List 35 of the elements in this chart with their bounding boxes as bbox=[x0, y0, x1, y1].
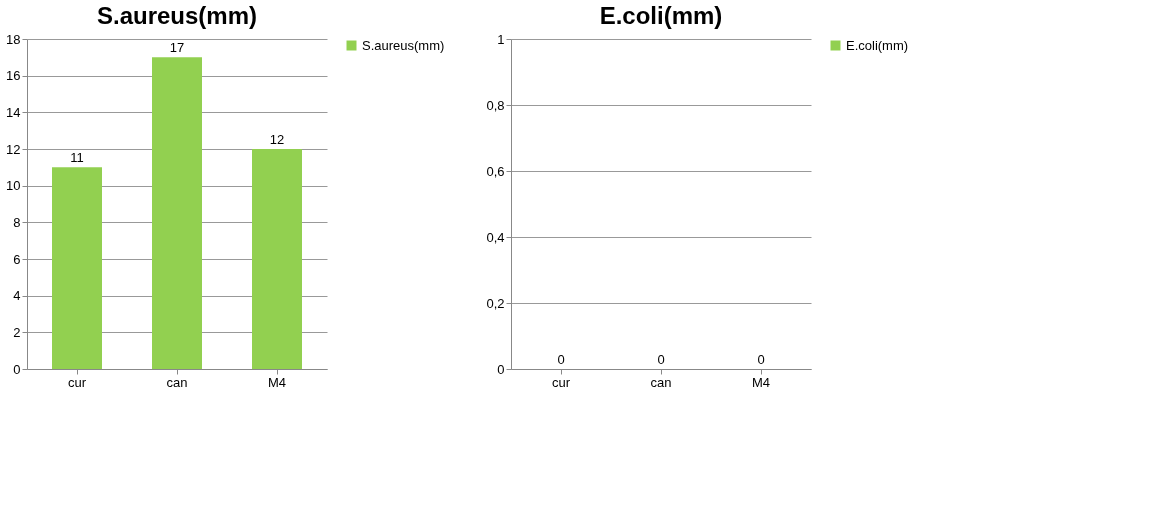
y-tick-label: 8 bbox=[13, 214, 21, 230]
bar bbox=[52, 167, 102, 369]
y-tick-label: 0 bbox=[497, 361, 505, 377]
y-tick-label: 6 bbox=[13, 251, 21, 267]
y-tick-label: 12 bbox=[6, 141, 21, 157]
data-label: 0 bbox=[657, 352, 665, 367]
y-tick-label: 0,6 bbox=[486, 163, 505, 179]
data-label: 11 bbox=[70, 150, 84, 166]
x-tick-label: M4 bbox=[267, 374, 287, 390]
y-tick-label: 0,4 bbox=[486, 229, 505, 245]
y-tick-label: 18 bbox=[6, 31, 21, 47]
x-tick-label: can bbox=[166, 374, 188, 390]
y-tick-label: 16 bbox=[6, 68, 21, 84]
y-tick-label: 0,2 bbox=[486, 295, 505, 311]
x-tick-label: can bbox=[650, 374, 672, 390]
y-tick-label: 10 bbox=[6, 178, 21, 194]
x-tick-label: cur bbox=[551, 374, 571, 390]
x-tick-label: cur bbox=[67, 374, 87, 390]
data-label: 12 bbox=[269, 132, 285, 147]
y-tick-label: 2 bbox=[13, 324, 21, 340]
y-tick-label: 0,8 bbox=[486, 97, 505, 113]
bar bbox=[252, 149, 302, 369]
y-tick-label: 1 bbox=[497, 31, 505, 47]
legend-label: S.aureus(mm) bbox=[362, 37, 445, 53]
data-label: 0 bbox=[557, 352, 565, 367]
data-label: 17 bbox=[169, 40, 185, 56]
data-label: 0 bbox=[757, 352, 765, 367]
y-tick-label: 0 bbox=[13, 361, 21, 377]
chart-title: S.aureus(mm) bbox=[96, 2, 258, 29]
legend-label: E.coli(mm) bbox=[846, 37, 909, 53]
y-tick-label: 4 bbox=[13, 288, 21, 304]
x-tick-label: M4 bbox=[751, 374, 771, 390]
bar bbox=[152, 57, 202, 369]
chart-title: E.coli(mm) bbox=[599, 2, 723, 29]
y-tick-label: 14 bbox=[6, 104, 21, 120]
